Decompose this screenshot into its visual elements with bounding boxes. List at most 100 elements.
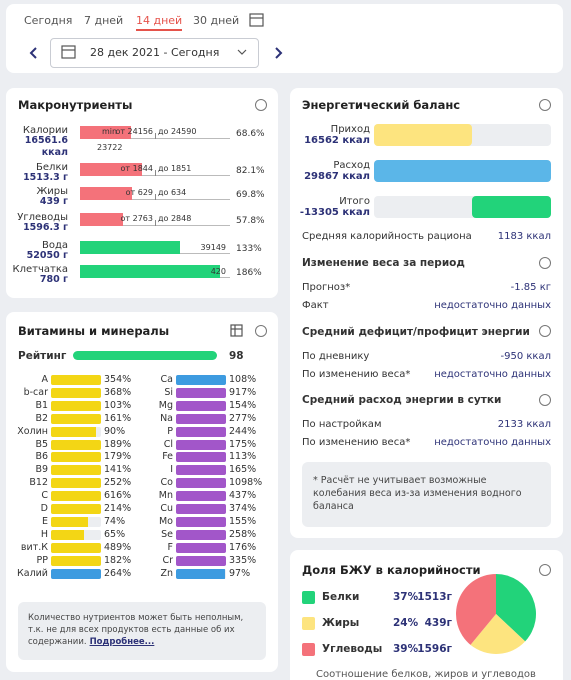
macro-to: до 2848 <box>158 214 192 223</box>
nutrient-percent: 437% <box>229 490 257 502</box>
nutrient-track <box>51 439 101 450</box>
rating-label: Рейтинг <box>18 350 67 362</box>
nutrient-bar <box>51 465 101 476</box>
nutrient-percent: 277% <box>229 412 257 424</box>
tab[interactable]: 14 дней <box>136 15 183 31</box>
macro-from: от 1844 <box>120 164 153 173</box>
nutrient-track <box>176 478 226 489</box>
nav-arrows[interactable] <box>29 47 283 59</box>
macro-percent: 186% <box>236 268 262 278</box>
nutrient-track <box>176 529 226 540</box>
macro-from: от 24156 <box>115 127 153 136</box>
section-title: Средний расход энергии в сутки <box>302 394 502 406</box>
nutrient-percent: 368% <box>104 386 132 398</box>
nutrient-percent: 374% <box>229 503 257 514</box>
nutrient-name: Se <box>161 528 173 540</box>
nutrient-track <box>51 387 101 398</box>
nutrient-bar <box>51 529 84 540</box>
nutrient-bar <box>51 452 101 463</box>
target-tick <box>155 220 156 226</box>
nutrient-bar <box>51 439 101 450</box>
tab[interactable]: 7 дней <box>84 14 124 27</box>
nutrient-name: Si <box>164 386 173 398</box>
nutrient-track <box>176 542 226 553</box>
nutrient-track <box>176 452 226 463</box>
card-title: Макронутриенты <box>18 98 133 112</box>
macro-amount: 1596.3 г <box>23 222 68 233</box>
nutrient-name: D <box>40 503 48 514</box>
nutrient-name: вит.К <box>20 541 48 553</box>
tab[interactable]: 30 дней <box>193 14 240 27</box>
tab[interactable]: Сегодня <box>24 14 73 27</box>
nutrient-bar <box>176 426 226 437</box>
nutrient-track <box>51 568 101 579</box>
nutrient-bar <box>176 542 226 553</box>
nutrient-bar <box>51 491 101 502</box>
card-title: Витамины и минералы <box>18 324 170 338</box>
pie-slice <box>470 614 526 655</box>
macro-to: до 634 <box>158 188 187 197</box>
macro-bar <box>80 187 133 200</box>
target-tick <box>155 194 156 200</box>
nutrient-track <box>51 465 101 476</box>
macro-percent: 57.8% <box>236 216 265 226</box>
macro-percent: 82.1% <box>236 166 265 176</box>
nutrient-percent: 214% <box>104 503 132 514</box>
nutrient-track <box>176 555 226 566</box>
nutrient-track <box>51 426 101 437</box>
nutrient-bar <box>51 542 101 553</box>
note-box <box>302 462 551 527</box>
rating-bar <box>73 351 218 360</box>
energy-name: Расход <box>333 160 370 171</box>
bju-grams: 439г <box>424 617 452 629</box>
nutrient-name: B12 <box>29 477 48 489</box>
section-title: Изменение веса за период <box>302 257 465 269</box>
macro-bar <box>80 126 132 139</box>
nutrient-name: H <box>40 528 48 540</box>
nutrient-percent: 354% <box>104 374 132 385</box>
row-value: -1.85 кг <box>510 282 551 293</box>
row-value: недостаточно данных <box>434 437 551 448</box>
nutrient-name: Cu <box>160 503 173 514</box>
nutrient-bar <box>176 375 226 385</box>
nutrient-bar <box>176 491 226 502</box>
macro-amount: 439 г <box>39 196 68 207</box>
card-title: Доля БЖУ в калорийности <box>302 563 481 577</box>
nutrient-track <box>176 568 226 579</box>
macro-note: 23722 <box>97 143 123 152</box>
more-link[interactable]: Подробнее... <box>89 637 155 647</box>
nutrient-percent: 65% <box>104 528 126 540</box>
row-value: недостаточно данных <box>434 368 551 380</box>
note-text: Количество нутриентов может быть неполны… <box>28 612 260 648</box>
row-value: 2133 ккал <box>497 419 551 430</box>
energy-value: 29867 ккал <box>304 171 370 182</box>
nutrient-track <box>176 504 226 514</box>
nutrient-name: F <box>167 541 173 553</box>
nutrient-bar <box>51 516 88 527</box>
nutrient-track <box>51 516 101 527</box>
pie-slice <box>456 574 496 645</box>
nutrient-percent: 176% <box>229 541 257 553</box>
nutrient-name: B9 <box>35 464 48 476</box>
nutrient-name: P <box>167 425 173 437</box>
nutrient-percent: 161% <box>104 412 132 424</box>
date-select[interactable] <box>50 38 259 68</box>
nutrient-percent: 182% <box>104 554 132 566</box>
section-title: Средний дефицит/профицит энергии <box>302 325 530 338</box>
help-icons[interactable] <box>255 99 551 576</box>
card-title: Энергетический баланс <box>302 98 461 112</box>
nutrient-track <box>51 400 101 411</box>
row-value: -950 ккал <box>500 350 551 362</box>
nutrient-track <box>176 387 226 398</box>
energy-name: Итого <box>339 196 370 207</box>
nutrient-name: Mo <box>158 515 173 527</box>
nutrient-name: Холин <box>17 425 48 437</box>
bju-grams: 1513г <box>417 591 452 603</box>
nutrient-percent: 252% <box>104 477 132 489</box>
nutrient-percent: 244% <box>229 425 257 437</box>
nutrient-bar <box>176 478 226 489</box>
nutrient-percent: 258% <box>229 528 257 540</box>
nutrient-percent: 917% <box>229 386 257 398</box>
energy-bar <box>374 124 473 146</box>
